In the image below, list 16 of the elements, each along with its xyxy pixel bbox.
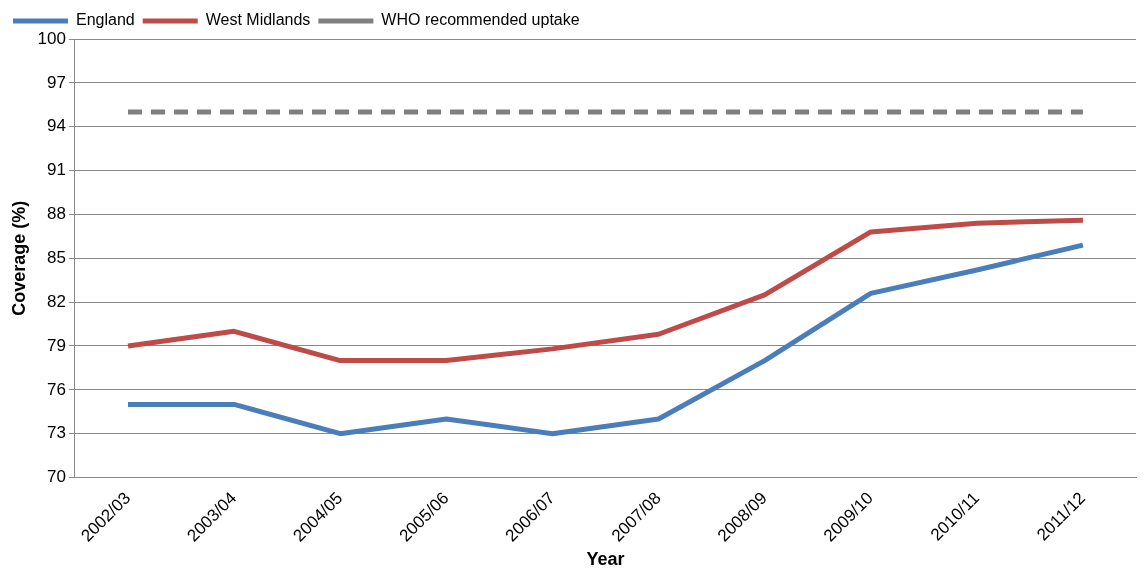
y-tick-label: 82 bbox=[47, 291, 66, 311]
y-tick-label: 79 bbox=[47, 335, 66, 355]
y-tick-label: 85 bbox=[47, 247, 66, 267]
y-tick-label: 88 bbox=[47, 204, 66, 224]
legend-label: England bbox=[76, 11, 135, 29]
legend-label: WHO recommended uptake bbox=[381, 11, 580, 29]
x-axis-title: Year bbox=[586, 549, 625, 570]
y-tick-label: 97 bbox=[47, 72, 66, 92]
y-axis-title: Coverage (%) bbox=[8, 200, 29, 316]
y-tick-label: 94 bbox=[47, 116, 66, 136]
legend-label: West Midlands bbox=[205, 11, 311, 29]
y-tick-label: 76 bbox=[47, 379, 66, 399]
y-tick-label: 91 bbox=[47, 160, 66, 180]
y-tick-label: 70 bbox=[47, 467, 66, 487]
y-tick-label: 100 bbox=[37, 28, 66, 48]
y-tick-label: 73 bbox=[47, 423, 66, 443]
